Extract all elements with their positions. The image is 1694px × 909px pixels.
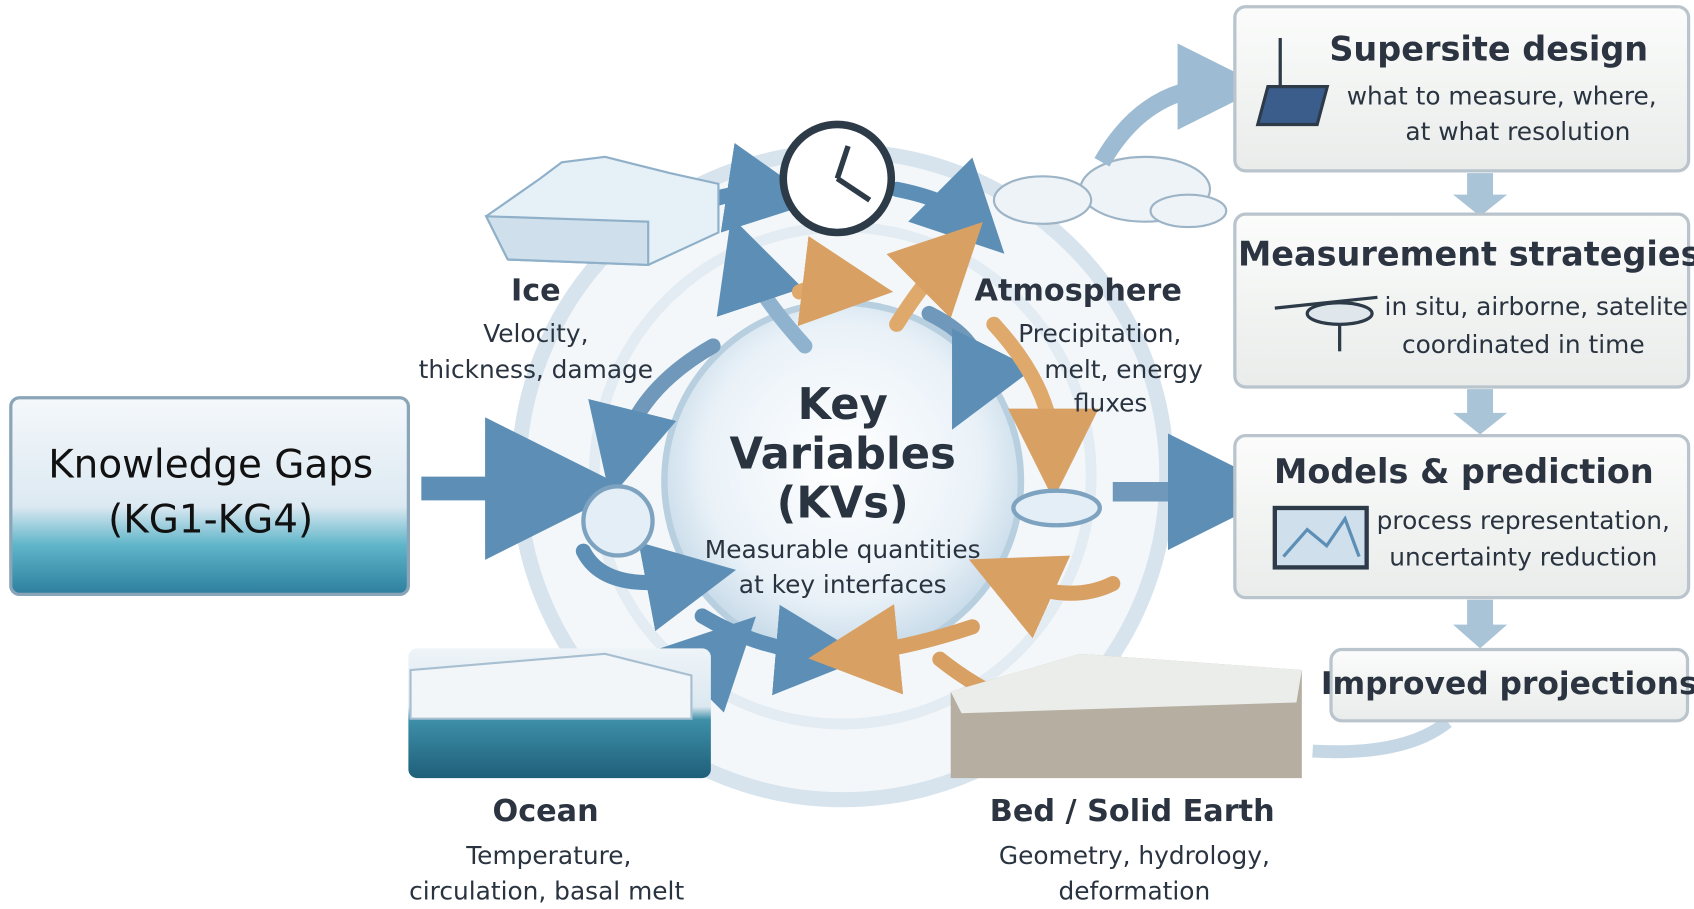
node-label: Ice xyxy=(511,273,561,308)
step-title: Models & prediction xyxy=(1274,452,1654,491)
return-arrow xyxy=(1313,722,1448,752)
interface-icon xyxy=(583,486,652,555)
node-text: circulation, basal melt xyxy=(409,877,684,906)
node-text: fluxes xyxy=(1074,388,1148,417)
knowledge-gaps-text: (KG1-KG4) xyxy=(108,498,313,543)
ocean-illustration xyxy=(408,648,711,778)
knowledge-gaps-text: Knowledge Gaps xyxy=(48,442,373,487)
output-arrow xyxy=(1102,87,1221,163)
node-text: Geometry, hydrology, xyxy=(999,841,1270,870)
node-text: melt, energy xyxy=(1044,355,1202,384)
step-text: in situ, airborne, satelite xyxy=(1385,292,1688,321)
clock-icon xyxy=(783,124,891,232)
center-title: Key xyxy=(798,380,888,430)
step-text: at what resolution xyxy=(1405,117,1630,146)
knowledge-gaps-box: Knowledge Gaps (KG1-KG4) xyxy=(11,398,409,595)
step-box: Improved projections xyxy=(1321,650,1694,721)
step-title: Supersite design xyxy=(1329,29,1648,68)
center-subtitle: Measurable quantities xyxy=(705,535,981,564)
interface-icon xyxy=(1013,491,1099,526)
step-title: Measurement strategies xyxy=(1238,235,1694,274)
step-text: what to measure, where, xyxy=(1347,81,1657,110)
node-label: Atmosphere xyxy=(975,273,1182,308)
node-text: Velocity, xyxy=(483,319,588,348)
cloud-illustration xyxy=(994,157,1226,227)
center-subtitle: at key interfaces xyxy=(739,570,947,599)
center-title: (KVs) xyxy=(777,478,909,528)
node-text: thickness, damage xyxy=(419,355,653,384)
step-text: uncertainty reduction xyxy=(1389,543,1657,572)
step-text: process representation, xyxy=(1377,506,1670,535)
node-label: Bed / Solid Earth xyxy=(990,794,1275,829)
step-box: Measurement strategies in situ, airborne… xyxy=(1235,214,1694,387)
ice-illustration xyxy=(486,157,718,265)
node-text: Temperature, xyxy=(465,841,631,870)
node-text: deformation xyxy=(1059,877,1211,906)
step-box: Supersite design what to measure, where,… xyxy=(1235,7,1689,171)
node-label: Ocean xyxy=(493,794,599,829)
step-box: Models & prediction process representati… xyxy=(1235,436,1689,598)
node-text: Precipitation, xyxy=(1018,319,1181,348)
page: Knowledge Gaps (KG1-KG4) Key Variables (… xyxy=(0,0,1694,909)
step-text: coordinated in time xyxy=(1402,330,1645,359)
center-title: Variables xyxy=(730,430,956,480)
step-title: Improved projections xyxy=(1321,666,1694,702)
diagram: Knowledge Gaps (KG1-KG4) Key Variables (… xyxy=(0,0,1694,909)
